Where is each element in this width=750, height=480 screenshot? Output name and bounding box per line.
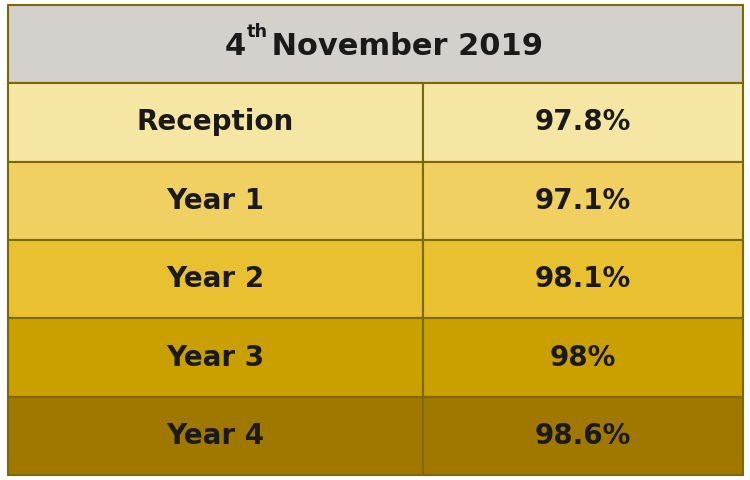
Bar (8, 83, 423, 162)
Text: 97.8%: 97.8% (535, 108, 631, 136)
Bar (423, 397, 742, 475)
Bar (423, 83, 742, 162)
Text: 98.1%: 98.1% (535, 265, 631, 293)
Text: Year 3: Year 3 (166, 344, 264, 372)
Bar (8, 318, 423, 397)
Text: Year 1: Year 1 (166, 187, 264, 215)
Text: 97.1%: 97.1% (535, 187, 631, 215)
Text: November 2019: November 2019 (261, 32, 543, 61)
Bar (423, 240, 742, 318)
Bar (8, 5, 742, 83)
Text: Year 4: Year 4 (166, 422, 264, 450)
Text: Year 2: Year 2 (166, 265, 264, 293)
Text: Reception: Reception (136, 108, 294, 136)
Text: 98%: 98% (550, 344, 616, 372)
Bar (423, 318, 742, 397)
Text: 98.6%: 98.6% (535, 422, 631, 450)
Bar (423, 162, 742, 240)
Bar (8, 397, 423, 475)
Bar (8, 162, 423, 240)
Text: th: th (246, 23, 268, 41)
Text: 4: 4 (224, 32, 245, 61)
Bar (8, 240, 423, 318)
